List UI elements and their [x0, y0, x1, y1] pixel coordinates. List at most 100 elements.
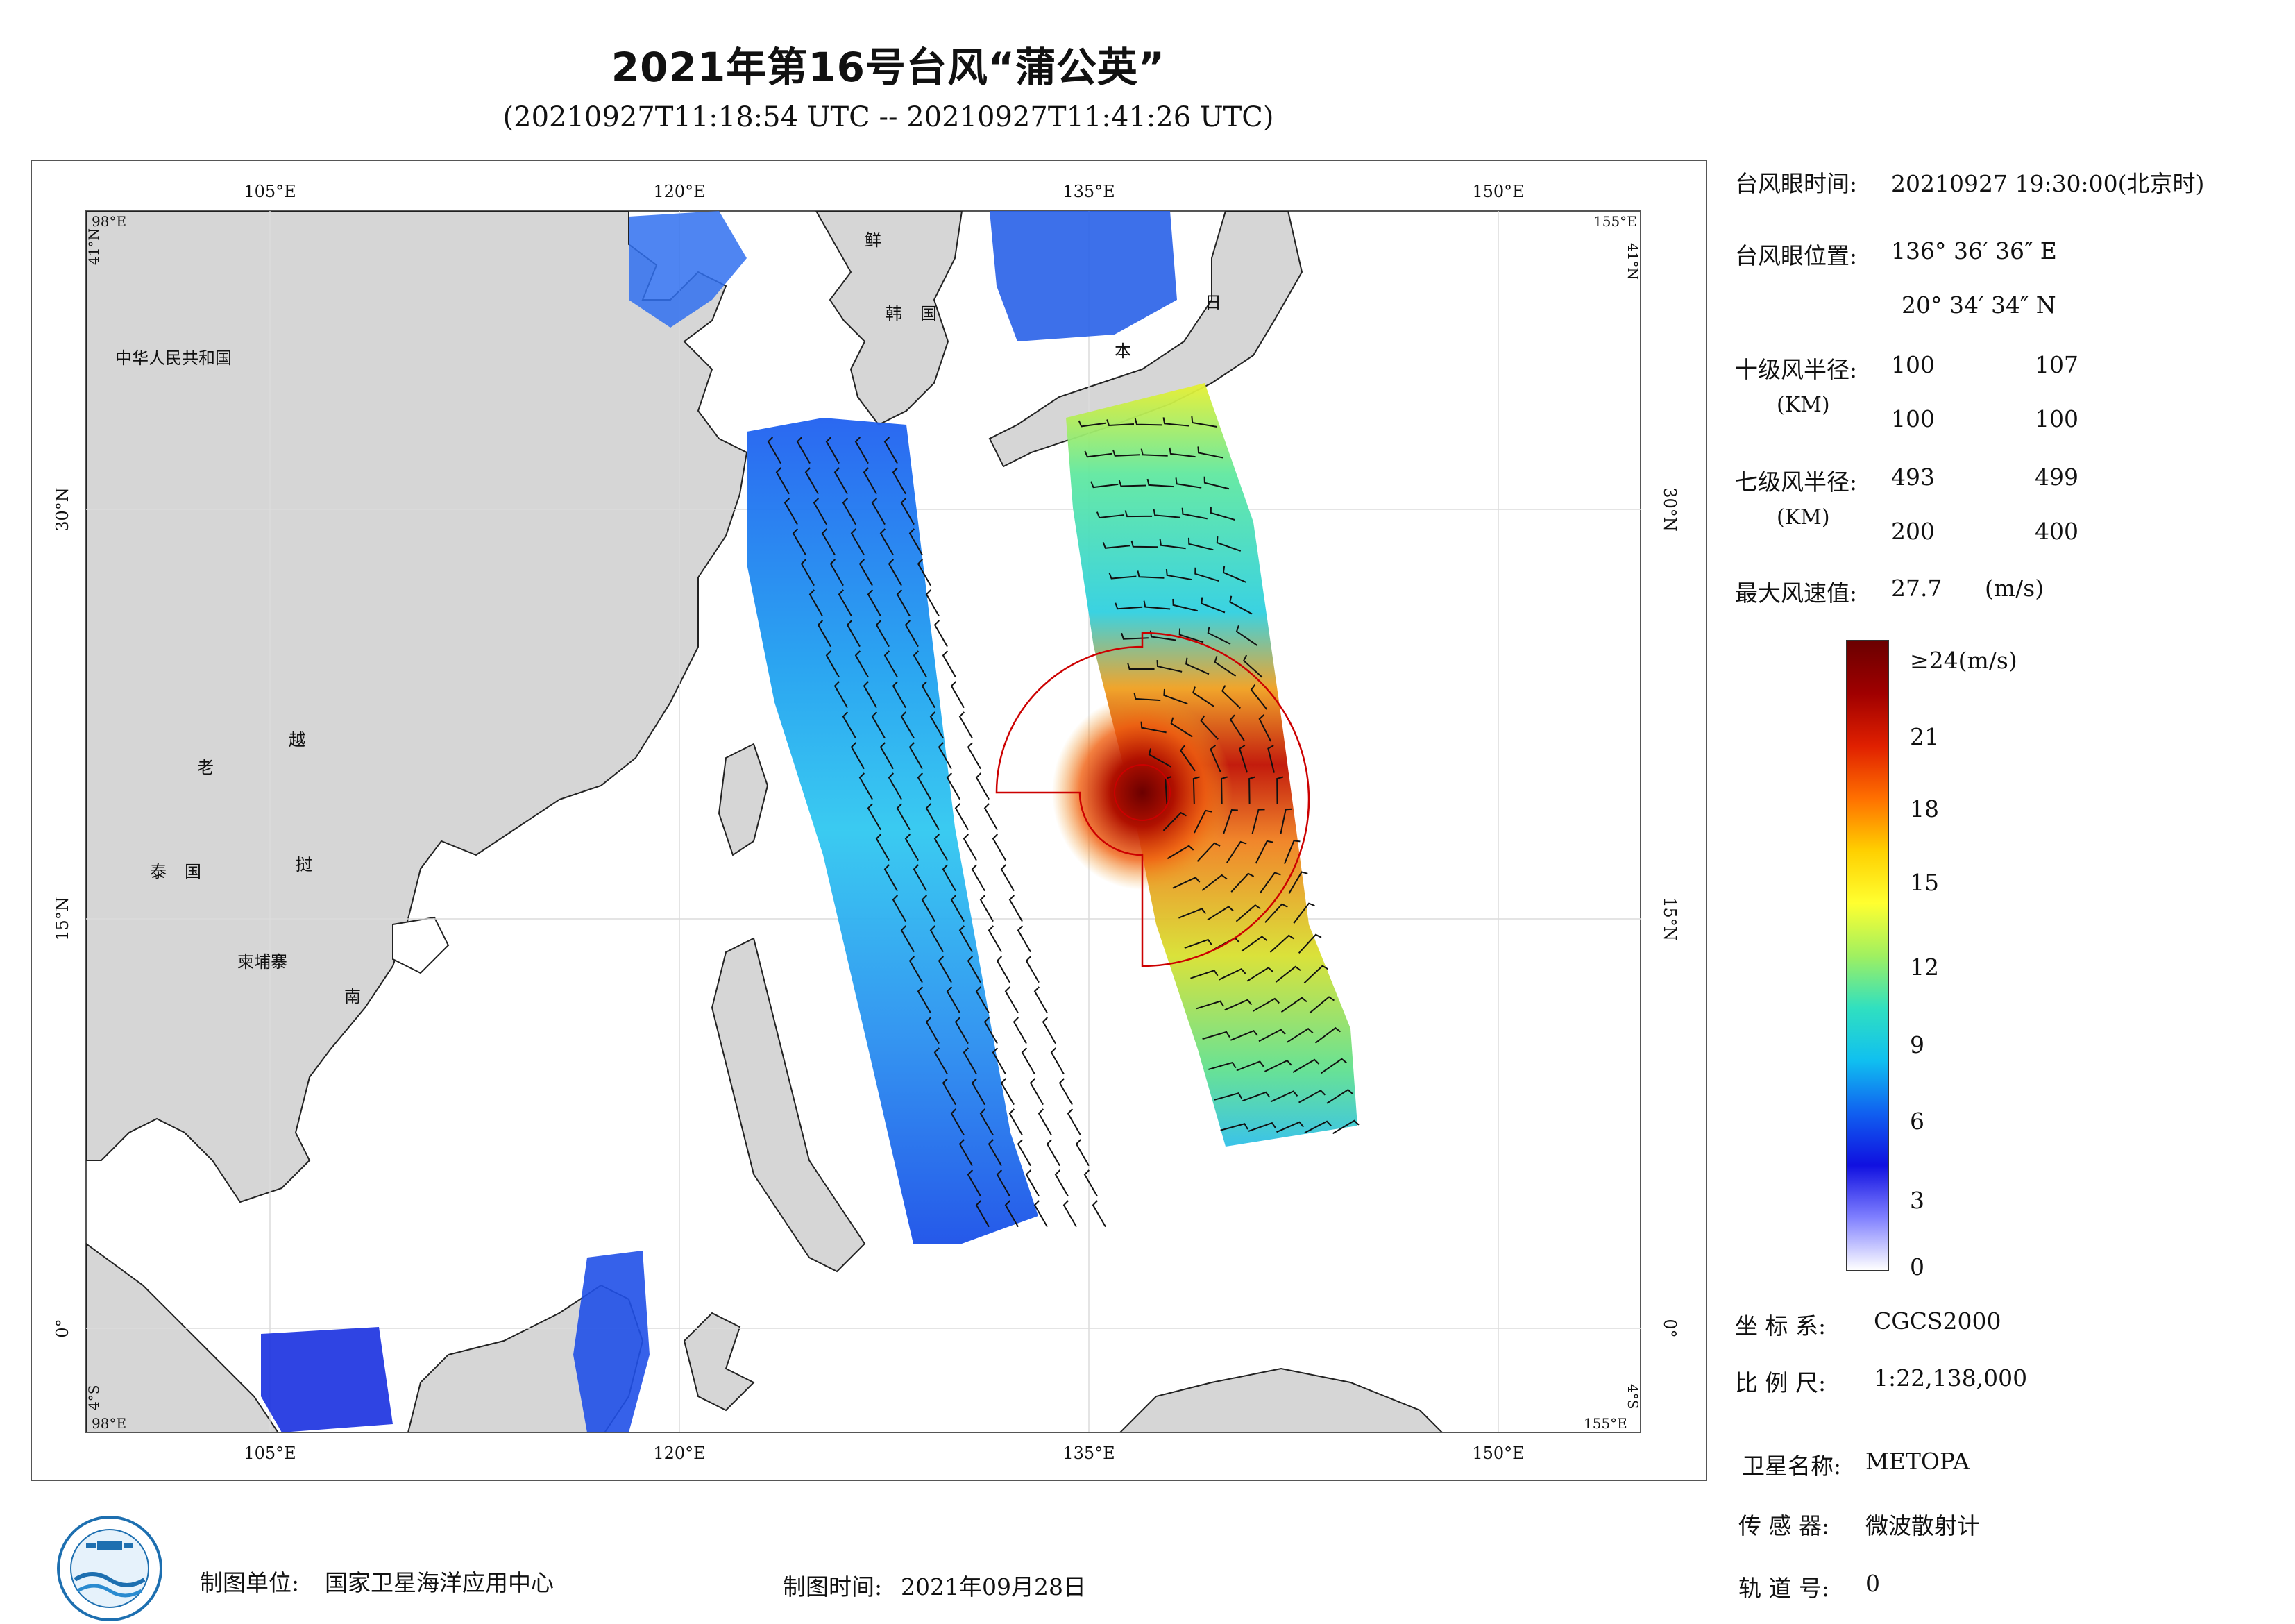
- wind-barb: [1280, 997, 1307, 1013]
- lon-tick-bottom-105: 105°E: [244, 1444, 296, 1463]
- wind-barb: [1321, 1058, 1347, 1074]
- wind-barb: [913, 864, 927, 892]
- scale-value: 1:22,138,000: [1874, 1364, 2028, 1392]
- wind-barb: [971, 864, 985, 892]
- wind-barb: [967, 1169, 981, 1197]
- wind-barb: [1118, 480, 1146, 487]
- wind-barb: [958, 925, 973, 953]
- swath-north-china: [629, 211, 747, 328]
- wind-barb: [1275, 965, 1301, 983]
- wind-barb: [800, 559, 815, 586]
- wind-barb: [1242, 1091, 1271, 1102]
- wind-barb: [1293, 902, 1315, 924]
- wind-barb: [1229, 714, 1245, 741]
- wind-barb: [883, 437, 898, 464]
- wind-barb: [971, 1078, 985, 1106]
- wind-barb: [813, 498, 827, 525]
- wind-barb: [950, 895, 965, 922]
- wind-barb: [1167, 845, 1194, 860]
- wind-barb: [933, 1047, 948, 1075]
- wind-barb: [871, 711, 886, 739]
- wind-barb: [925, 589, 940, 617]
- wind-barb: [1017, 925, 1031, 953]
- eye-time-label: 台风眼时间:: [1735, 170, 1858, 197]
- wind-barb: [1267, 745, 1275, 773]
- wind-barb: [888, 772, 902, 800]
- label-yue: 越: [289, 730, 305, 750]
- swath-south-west: [261, 1327, 393, 1432]
- wind-barb: [1260, 872, 1281, 894]
- wind-barb: [804, 467, 819, 495]
- eye-lon-value: 136° 36′ 36″ E: [1891, 237, 2057, 264]
- wind-barb: [1194, 809, 1212, 834]
- wind-barb: [888, 559, 902, 586]
- wind-barb: [867, 803, 881, 831]
- r10-value-sw: 100: [1891, 405, 1935, 432]
- wind-barb: [1033, 1200, 1048, 1228]
- wind-barb: [1223, 809, 1238, 834]
- wind-barb: [1192, 686, 1214, 707]
- wind-barb: [1000, 1078, 1015, 1106]
- wind-barb: [946, 986, 960, 1014]
- wind-barb: [904, 620, 919, 648]
- wind-barb: [975, 986, 990, 1014]
- wind-barb: [1134, 418, 1162, 426]
- wind-barb: [988, 1139, 1002, 1167]
- wind-barb: [1083, 1169, 1098, 1197]
- map-unit-value: 国家卫星海洋应用中心: [325, 1569, 554, 1596]
- orbit-value: 0: [1865, 1570, 1880, 1597]
- wind-barb: [1178, 908, 1207, 919]
- wind-barb: [1250, 684, 1268, 710]
- wind-barb: [963, 834, 977, 861]
- wind-barb: [1201, 597, 1226, 614]
- corner-sw-lat: 4°S: [85, 1385, 102, 1410]
- wind-barb: [1236, 1060, 1264, 1072]
- wind-barb: [892, 467, 906, 495]
- wind-barb: [1239, 745, 1248, 773]
- max-wind-value: 27.7: [1891, 575, 1942, 602]
- wind-barb: [1075, 1139, 1090, 1167]
- wind-barb: [808, 589, 823, 617]
- colorbar-label-9: 9: [1910, 1031, 1924, 1058]
- wind-barb: [921, 895, 935, 922]
- corner-nw-lon: 98°E: [92, 213, 126, 230]
- wind-barb: [950, 681, 965, 709]
- swath-north-japan: [990, 211, 1177, 341]
- wind-barb: [1054, 1169, 1069, 1197]
- eye-time-value: 20210927 19:30:00(北京时): [1891, 170, 2205, 197]
- r10-value-nw: 100: [2035, 405, 2078, 432]
- wind-barb: [1062, 1200, 1077, 1228]
- wind-field-map[interactable]: 中华人民共和国 鲜 韩 国 日 本 老 越 泰 国 挝 柬埔寨 南 105°E …: [32, 161, 1709, 1482]
- wind-barb: [871, 498, 886, 525]
- wind-barb: [925, 1017, 940, 1044]
- wind-barb: [833, 681, 848, 709]
- time-range-subtitle: (20210927T11:18:54 UTC -- 20210927T11:41…: [502, 101, 1274, 133]
- wind-barb: [1090, 481, 1119, 489]
- wind-barb: [1214, 1092, 1243, 1101]
- wind-barb: [1165, 776, 1172, 804]
- wind-barb: [846, 620, 861, 648]
- wind-barb: [1292, 1058, 1320, 1074]
- wind-barb: [1021, 1047, 1035, 1075]
- land-new-guinea: [1119, 1367, 1443, 1432]
- r7-unit: (KM): [1777, 505, 1830, 530]
- wind-barb: [1156, 660, 1183, 673]
- wind-barb: [1153, 509, 1180, 518]
- wind-barb: [900, 711, 915, 739]
- wind-barb: [900, 498, 915, 525]
- wind-barb: [996, 1169, 1010, 1197]
- plot-area: 中华人民共和国 鲜 韩 国 日 本 老 越 泰 国 挝 柬埔寨 南 105°E …: [53, 182, 1679, 1463]
- sensor-label: 传 感 器:: [1738, 1512, 1830, 1539]
- wind-barb: [979, 1108, 994, 1136]
- wind-barb: [908, 956, 923, 983]
- wind-barb: [1025, 1169, 1040, 1197]
- wind-barb: [1143, 600, 1171, 610]
- wind-barb: [996, 956, 1010, 983]
- wind-barb: [1115, 602, 1143, 610]
- map-time-value: 2021年09月28日: [901, 1573, 1086, 1600]
- wind-barb: [1214, 656, 1237, 677]
- label-cambodia: 柬埔寨: [237, 952, 287, 972]
- wind-barb: [1196, 842, 1221, 862]
- wind-barb: [1202, 1031, 1230, 1040]
- wind-barb: [963, 1047, 977, 1075]
